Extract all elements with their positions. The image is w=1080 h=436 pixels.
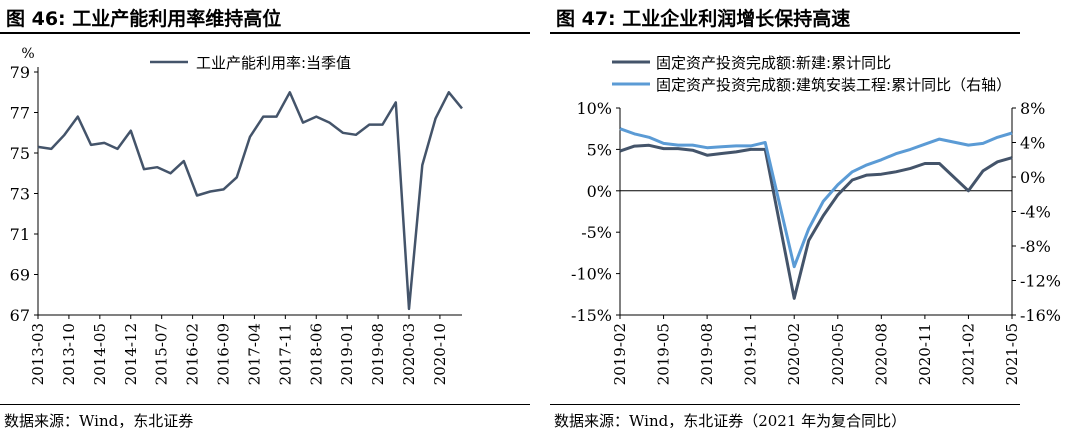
right-y-tick-label: 4% [1020, 134, 1045, 153]
x-tick-label: 2016-02 [184, 323, 202, 385]
x-tick-label: 2020-08 [872, 323, 890, 385]
x-tick-label: 2020-05 [829, 323, 847, 385]
right-y-tick-label: 8% [1020, 99, 1045, 118]
right-y-tick-label: -4% [1020, 203, 1051, 222]
y-tick-label: 71 [10, 225, 30, 244]
left-y-tick-label: -15% [571, 306, 612, 325]
capacity-utilization-line [37, 91, 463, 311]
x-tick-label: 2014-12 [122, 323, 140, 385]
chart-panel-capacity-utilization: 图 46: 工业产能利用率维持高位 % 67 69 71 73 75 77 79 2013-03… [0, 0, 530, 436]
x-tick-label: 2017-11 [276, 323, 294, 385]
chart-title: 图 46: 工业产能利用率维持高位 [6, 8, 282, 30]
x-tick-label: 2020-11 [916, 323, 934, 385]
x-tick-label: 2014-05 [91, 323, 109, 385]
fixed-asset-investment-chart: -15% -10% -5% 0% 5% 10% -16% -12% -8% -4% 0% 4% 8% 20… [571, 54, 1061, 385]
new-construction-line [619, 143, 1013, 300]
y-tick-label: 75 [10, 144, 30, 163]
title-divider [550, 32, 1020, 34]
x-tick-label: 2019-01 [338, 323, 356, 385]
x-tick-label: 2015-07 [153, 323, 171, 385]
left-y-tick-label: 0% [587, 182, 612, 201]
x-tick-label: 2021-05 [1003, 323, 1021, 385]
legend-label: 工业产能利用率:当季值 [196, 54, 351, 72]
legend-label: 固定资产投资完成额:新建:累计同比 [656, 54, 891, 72]
x-tick-label: 2020-02 [785, 323, 803, 385]
chart-title: 图 47: 工业企业利润增长保持高速 [556, 8, 851, 30]
title-divider [0, 32, 530, 34]
x-tick-label: 2021-02 [959, 323, 977, 385]
x-tick-label: 2019-02 [611, 323, 629, 385]
y-tick-label: 73 [10, 185, 30, 204]
x-tick-label: 2018-06 [307, 323, 325, 385]
x-tick-label: 2017-04 [245, 323, 263, 385]
installation-engineering-line [619, 127, 1013, 269]
chart-panel-fixed-asset-investment: 图 47: 工业企业利润增长保持高速 -15% -10% -5% 0% 5% 10% -16… [550, 0, 1080, 436]
y-tick-label: 67 [10, 306, 30, 325]
x-tick-label: 2020-03 [400, 323, 418, 385]
capacity-utilization-chart: % 67 69 71 73 75 77 79 2013-03 2013-10 2014-05 2014… [10, 46, 463, 385]
y-tick-label: 77 [10, 104, 30, 123]
source-divider [0, 404, 530, 405]
chart-source: 数据来源：Wind，东北证券 [4, 412, 194, 430]
left-y-tick-label: -10% [571, 265, 612, 284]
x-tick-label: 2016-09 [215, 323, 233, 385]
left-y-tick-label: 5% [587, 140, 612, 159]
legend-label: 固定资产投资完成额:建筑安装工程:累计同比（右轴） [656, 76, 1011, 94]
y-axis-unit: % [21, 46, 34, 62]
x-tick-label: 2020-10 [431, 323, 449, 385]
x-tick-label: 2019-05 [655, 323, 673, 385]
right-y-tick-label: 0% [1020, 168, 1045, 187]
y-tick-label: 79 [10, 63, 30, 82]
left-y-tick-label: -5% [581, 223, 612, 242]
right-y-tick-label: -12% [1020, 272, 1061, 291]
x-tick-label: 2019-11 [742, 323, 760, 385]
x-tick-label: 2019-08 [698, 323, 716, 385]
left-y-tick-label: 10% [576, 99, 612, 118]
source-divider [550, 404, 1020, 405]
right-y-tick-label: -16% [1020, 306, 1061, 325]
x-tick-label: 2019-08 [369, 323, 387, 385]
right-y-tick-label: -8% [1020, 237, 1051, 256]
x-tick-label: 2013-10 [60, 323, 78, 385]
chart-source: 数据来源：Wind，东北证券（2021 年为复合同比） [554, 412, 907, 430]
x-tick-label: 2013-03 [29, 323, 47, 385]
y-tick-label: 69 [10, 266, 30, 285]
